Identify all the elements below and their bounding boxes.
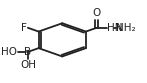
Text: OH: OH [20, 60, 36, 70]
Text: B: B [24, 47, 31, 57]
Text: HO: HO [1, 47, 17, 57]
Text: O: O [92, 8, 101, 18]
Text: F: F [21, 23, 27, 33]
Text: NH₂: NH₂ [116, 23, 136, 33]
Text: HN: HN [107, 23, 123, 33]
